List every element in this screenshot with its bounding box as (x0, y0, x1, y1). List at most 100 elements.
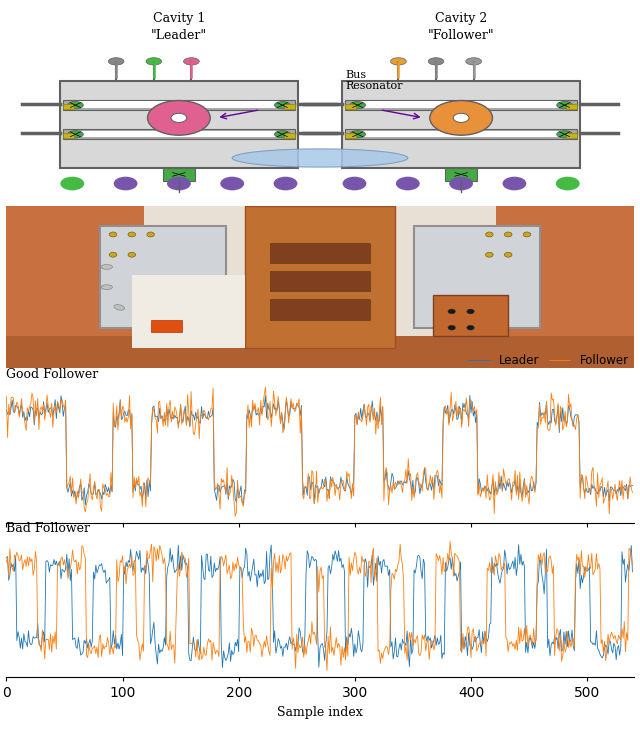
Y-axis label: Signal amplitude: Signal amplitude (0, 404, 1, 500)
Leader (628, 481, 636, 490)
Leader (37, 411, 45, 420)
FancyBboxPatch shape (358, 102, 564, 108)
FancyBboxPatch shape (63, 129, 295, 139)
Leader (382, 466, 390, 475)
Ellipse shape (114, 304, 125, 310)
FancyBboxPatch shape (345, 133, 356, 138)
Ellipse shape (467, 309, 474, 314)
Ellipse shape (350, 102, 365, 108)
Follower (37, 402, 45, 411)
FancyBboxPatch shape (495, 206, 634, 368)
FancyBboxPatch shape (414, 227, 540, 328)
FancyBboxPatch shape (132, 275, 244, 348)
X-axis label: Sample index: Sample index (277, 705, 363, 719)
Ellipse shape (273, 177, 298, 190)
FancyBboxPatch shape (566, 104, 577, 108)
FancyBboxPatch shape (163, 168, 195, 181)
Ellipse shape (128, 252, 136, 257)
Ellipse shape (428, 58, 444, 65)
FancyBboxPatch shape (244, 206, 396, 348)
Ellipse shape (524, 232, 531, 237)
FancyBboxPatch shape (76, 131, 282, 137)
Leader (563, 420, 570, 429)
FancyBboxPatch shape (433, 295, 508, 336)
Ellipse shape (449, 177, 473, 190)
Ellipse shape (556, 177, 580, 190)
FancyBboxPatch shape (284, 104, 295, 108)
FancyBboxPatch shape (270, 271, 370, 291)
Leader (446, 412, 454, 421)
Ellipse shape (109, 232, 116, 237)
Follower (545, 426, 553, 435)
Ellipse shape (350, 131, 365, 138)
Follower (563, 423, 570, 432)
Ellipse shape (467, 325, 474, 330)
Ellipse shape (486, 232, 493, 237)
Ellipse shape (430, 100, 493, 135)
FancyBboxPatch shape (100, 227, 226, 328)
Ellipse shape (171, 114, 187, 123)
FancyBboxPatch shape (60, 81, 298, 168)
Text: "Follower": "Follower" (428, 28, 495, 42)
Leader (239, 500, 247, 509)
Follower (232, 512, 239, 521)
Ellipse shape (504, 232, 512, 237)
Ellipse shape (466, 58, 481, 65)
FancyBboxPatch shape (345, 129, 577, 139)
Ellipse shape (504, 252, 512, 257)
FancyBboxPatch shape (345, 104, 356, 108)
Line: Follower: Follower (6, 387, 632, 516)
FancyBboxPatch shape (358, 131, 564, 137)
Text: Cavity 2: Cavity 2 (435, 12, 487, 25)
Ellipse shape (68, 102, 83, 108)
Legend: Leader, Follower: Leader, Follower (464, 349, 634, 372)
Ellipse shape (148, 100, 211, 135)
Ellipse shape (68, 131, 83, 138)
Line: Leader: Leader (6, 396, 632, 505)
FancyBboxPatch shape (150, 319, 182, 331)
Ellipse shape (275, 102, 290, 108)
Ellipse shape (232, 149, 408, 167)
Follower (383, 470, 391, 479)
Ellipse shape (557, 102, 572, 108)
FancyBboxPatch shape (63, 104, 74, 108)
Ellipse shape (146, 58, 162, 65)
Ellipse shape (448, 309, 456, 314)
Ellipse shape (167, 177, 191, 190)
Ellipse shape (101, 265, 113, 269)
Ellipse shape (109, 252, 116, 257)
FancyBboxPatch shape (270, 242, 370, 263)
FancyBboxPatch shape (76, 102, 282, 108)
Follower (262, 383, 269, 392)
Ellipse shape (220, 177, 244, 190)
FancyBboxPatch shape (63, 99, 295, 110)
Follower (628, 488, 636, 497)
Leader (466, 391, 474, 400)
Text: "Leader": "Leader" (151, 28, 207, 42)
FancyBboxPatch shape (566, 133, 577, 138)
Y-axis label: Signal amplitude: Signal amplitude (0, 558, 1, 654)
Ellipse shape (396, 177, 420, 190)
Ellipse shape (128, 232, 136, 237)
Ellipse shape (557, 131, 572, 138)
Follower (3, 392, 10, 401)
Leader (3, 406, 10, 415)
FancyBboxPatch shape (6, 206, 145, 368)
Leader (481, 482, 489, 491)
Ellipse shape (390, 58, 406, 65)
Follower (481, 482, 489, 491)
Text: Good Follower: Good Follower (6, 368, 99, 381)
Ellipse shape (101, 285, 113, 289)
Ellipse shape (342, 177, 367, 190)
Follower (447, 388, 455, 397)
Text: Bus
Resonator: Bus Resonator (345, 70, 403, 91)
Ellipse shape (184, 58, 199, 65)
FancyBboxPatch shape (445, 168, 477, 181)
FancyBboxPatch shape (270, 299, 370, 319)
FancyBboxPatch shape (63, 133, 74, 138)
Ellipse shape (108, 58, 124, 65)
Ellipse shape (147, 232, 154, 237)
FancyBboxPatch shape (284, 133, 295, 138)
Ellipse shape (502, 177, 526, 190)
Text: Cavity 1: Cavity 1 (153, 12, 205, 25)
